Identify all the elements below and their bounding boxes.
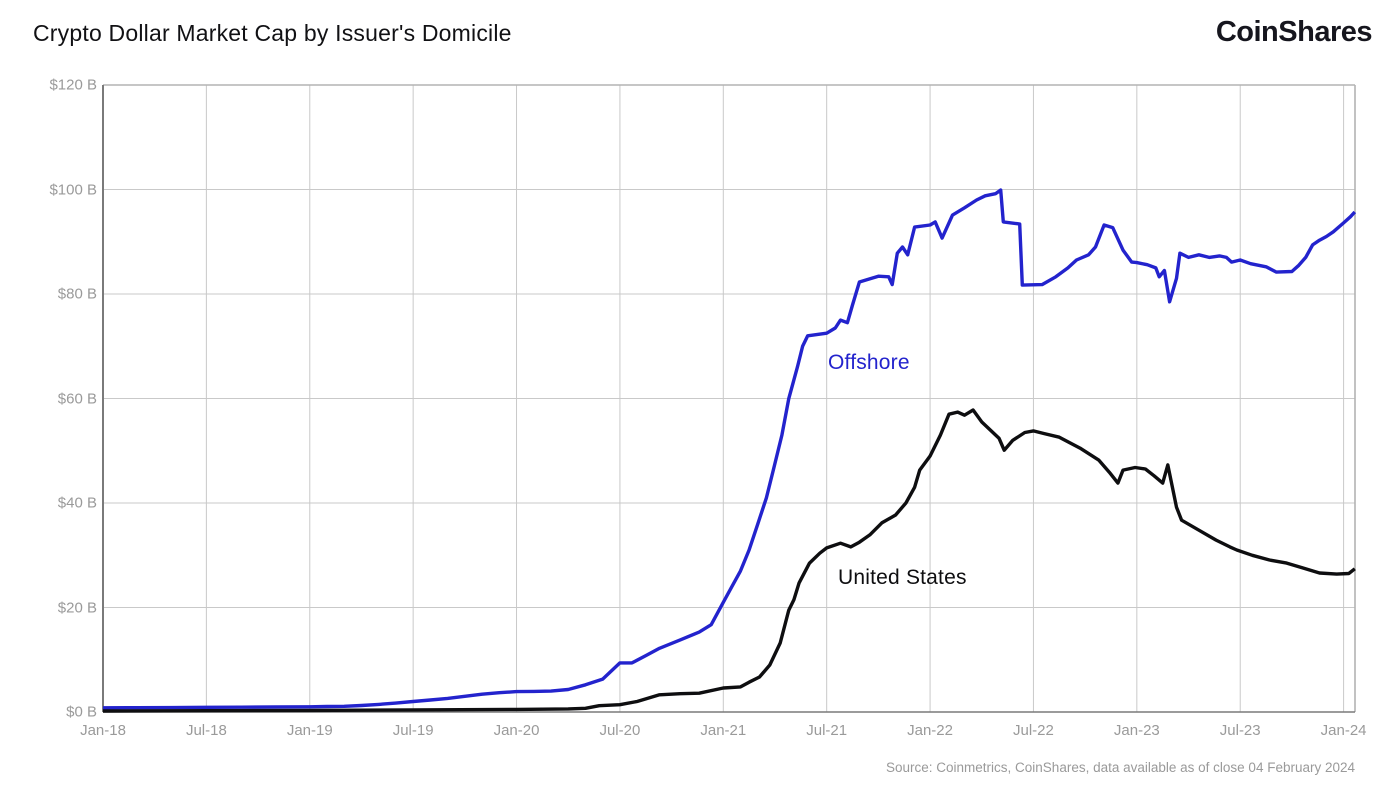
- x-axis-tick-label: Jan-18: [80, 722, 126, 739]
- x-axis-tick-label: Jan-19: [286, 722, 333, 739]
- page-title: Crypto Dollar Market Cap by Issuer's Dom…: [33, 20, 512, 46]
- x-axis-tick-label: Jul-23: [1219, 722, 1261, 739]
- y-axis-tick-label: $20 B: [57, 599, 97, 616]
- coinshares-logo: CoinShares: [1215, 16, 1373, 48]
- y-axis-tick-label: $120 B: [49, 76, 97, 94]
- series-label-offshore: Offshore: [828, 351, 910, 374]
- x-axis-tick-label: Jan-24: [1320, 722, 1367, 739]
- series-label-united-states: United States: [838, 566, 967, 589]
- x-axis-tick-label: Jan-21: [700, 722, 747, 739]
- x-axis-tick-label: Jan-23: [1113, 722, 1160, 739]
- y-axis-tick-label: $0 B: [66, 703, 97, 721]
- x-axis-tick-label: Jul-18: [185, 722, 227, 739]
- x-axis-tick-label: Jul-22: [1013, 722, 1054, 739]
- x-axis-tick-label: Jul-19: [392, 722, 434, 739]
- y-axis-tick-label: $60 B: [57, 390, 97, 407]
- y-axis-tick-label: $80 B: [57, 285, 97, 303]
- series-line-united-states: [102, 408, 1356, 713]
- x-axis-tick-label: Jul-21: [806, 722, 848, 739]
- x-axis-tick-label: Jul-20: [599, 722, 641, 739]
- y-axis-tick-label: $40 B: [57, 494, 97, 512]
- series-line-offshore: [102, 188, 1357, 710]
- x-axis-tick-label: Jan-20: [493, 722, 540, 739]
- source-note: Source: Coinmetrics, CoinShares, data av…: [886, 760, 1355, 775]
- x-axis-tick-label: Jan-22: [907, 722, 953, 739]
- y-axis-tick-label: $100 B: [49, 181, 97, 198]
